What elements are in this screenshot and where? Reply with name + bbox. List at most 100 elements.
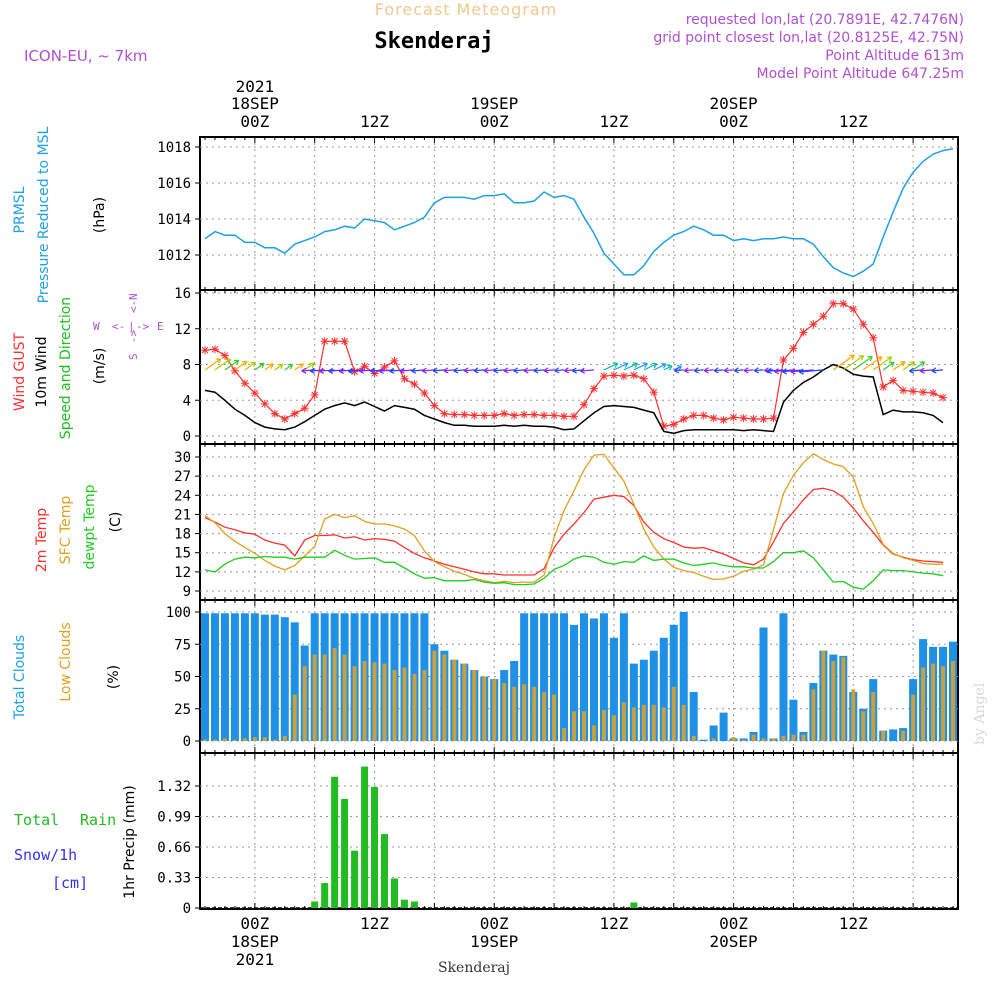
y-tick-label: 100 bbox=[166, 605, 191, 621]
cloud-total-bar bbox=[759, 627, 768, 741]
bottom-time-hour: 12Z bbox=[360, 914, 389, 933]
wind-direction-arrow bbox=[411, 367, 425, 374]
wind-direction-arrow bbox=[733, 367, 744, 374]
panel-frame-precip bbox=[199, 752, 959, 910]
wind-direction-arrow bbox=[633, 362, 648, 371]
wind-direction-arrow bbox=[703, 367, 714, 374]
cloud-total-bar bbox=[200, 613, 209, 741]
wind-direction-arrow bbox=[234, 360, 248, 371]
cloud-low-bar bbox=[342, 654, 347, 741]
gust-marker bbox=[420, 389, 429, 398]
y-tick-label: 0 bbox=[183, 734, 191, 750]
gust-marker bbox=[719, 415, 728, 424]
gust-marker bbox=[210, 345, 219, 354]
pressure-label-unit: (hPa) bbox=[92, 197, 108, 233]
wind-direction-arrow bbox=[613, 362, 629, 371]
cloud-total-bar bbox=[779, 613, 788, 741]
wind-direction-arrow bbox=[603, 362, 619, 371]
gust-marker bbox=[310, 390, 319, 399]
rain-bar bbox=[351, 850, 359, 908]
cloud-low-bar bbox=[482, 676, 487, 741]
cloud-total-bar bbox=[699, 739, 708, 741]
rain-bar bbox=[630, 902, 638, 908]
cloud-low-bar bbox=[392, 670, 397, 741]
cloud-low-bar bbox=[661, 707, 666, 741]
cloud-low-bar bbox=[222, 738, 227, 741]
cloud-low-bar bbox=[801, 734, 806, 741]
wind-direction-arrow bbox=[902, 361, 916, 371]
cloud-low-bar bbox=[452, 659, 457, 741]
cloud-low-bar bbox=[671, 686, 676, 741]
wind-direction-arrow bbox=[304, 362, 315, 371]
panel-frame-wind bbox=[199, 289, 959, 445]
wind-direction-arrow bbox=[693, 367, 704, 374]
svg-text:W: W bbox=[93, 320, 100, 333]
gust-marker bbox=[939, 393, 948, 402]
cloud-total-bar bbox=[579, 613, 588, 741]
wind-direction-arrow bbox=[842, 355, 865, 371]
cloud-total-bar bbox=[530, 613, 539, 741]
rain-bar bbox=[361, 766, 369, 908]
cloud-low-bar bbox=[711, 738, 716, 741]
y-tick-label: 12 bbox=[174, 565, 191, 581]
cloud-low-bar bbox=[911, 694, 916, 741]
gust-marker bbox=[570, 412, 579, 421]
gust-marker bbox=[859, 320, 868, 329]
cloud-low-bar bbox=[751, 734, 756, 741]
cloud-low-bar bbox=[502, 682, 507, 741]
cloud-total-bar bbox=[889, 729, 898, 741]
cloud-low-bar bbox=[352, 666, 357, 741]
cloud-low-bar bbox=[232, 739, 237, 741]
cloud-total-bar bbox=[230, 613, 239, 741]
gust-marker bbox=[909, 387, 918, 396]
gust-marker bbox=[889, 376, 898, 385]
wind-direction-arrow bbox=[623, 362, 639, 371]
gust-marker bbox=[619, 372, 628, 381]
wind-direction-arrow bbox=[254, 362, 265, 371]
temp-label-2m: 2m Temp bbox=[34, 508, 50, 572]
wind-direction-arrow bbox=[554, 367, 565, 374]
wind-direction-arrow bbox=[643, 362, 658, 371]
cloud-low-bar bbox=[831, 661, 836, 741]
point-altitude: Point Altitude 613m bbox=[825, 48, 964, 64]
panel-frame-pressure bbox=[199, 136, 959, 291]
cloud-total-bar bbox=[570, 624, 579, 741]
model-altitude: Model Point Altitude 647.25m bbox=[757, 66, 964, 82]
gust-marker bbox=[759, 415, 768, 424]
gust-marker bbox=[220, 351, 229, 360]
top-time-hour: 00Z bbox=[240, 112, 269, 131]
rain-bar bbox=[410, 901, 418, 908]
cloud-total-bar bbox=[629, 663, 638, 741]
bottom-time-hour: 00Z bbox=[480, 914, 509, 933]
wind-direction-arrow bbox=[328, 367, 345, 375]
precip-legend-rain: Rain bbox=[80, 811, 116, 829]
wind-label-gust: Wind GUST bbox=[12, 332, 28, 411]
cloud-total-bar bbox=[739, 738, 748, 741]
wind-label-unit: (m/s) bbox=[92, 348, 108, 385]
cloud-total-bar bbox=[240, 613, 249, 741]
cloud-low-bar bbox=[651, 704, 656, 741]
gust-marker bbox=[819, 312, 828, 321]
rain-bar bbox=[321, 883, 329, 908]
gust-marker bbox=[330, 337, 339, 346]
top-time-hour: 12Z bbox=[360, 112, 389, 131]
bottom-time-hour: 12Z bbox=[599, 914, 628, 933]
y-tick-label: 1018 bbox=[157, 140, 191, 156]
temp-label-unit: (C) bbox=[108, 512, 124, 533]
gust-marker bbox=[579, 400, 588, 409]
cloud-low-bar bbox=[472, 670, 477, 741]
cloud-low-bar bbox=[572, 711, 577, 741]
wind-direction-arrow bbox=[798, 368, 824, 375]
svg-text:<-: <- bbox=[127, 300, 140, 313]
gust-marker bbox=[480, 411, 489, 420]
rain-bar bbox=[341, 798, 349, 908]
top-time-year: 2021 bbox=[236, 77, 275, 96]
gust-marker bbox=[200, 346, 209, 355]
wind-direction-arrow bbox=[463, 367, 475, 374]
y-tick-label: 0 bbox=[183, 901, 191, 917]
cloud-label-low: Low Clouds bbox=[58, 622, 74, 701]
top-time-date: 18SEP bbox=[231, 94, 279, 113]
wind-direction-arrow bbox=[523, 367, 535, 374]
cloud-total-bar bbox=[250, 613, 259, 741]
